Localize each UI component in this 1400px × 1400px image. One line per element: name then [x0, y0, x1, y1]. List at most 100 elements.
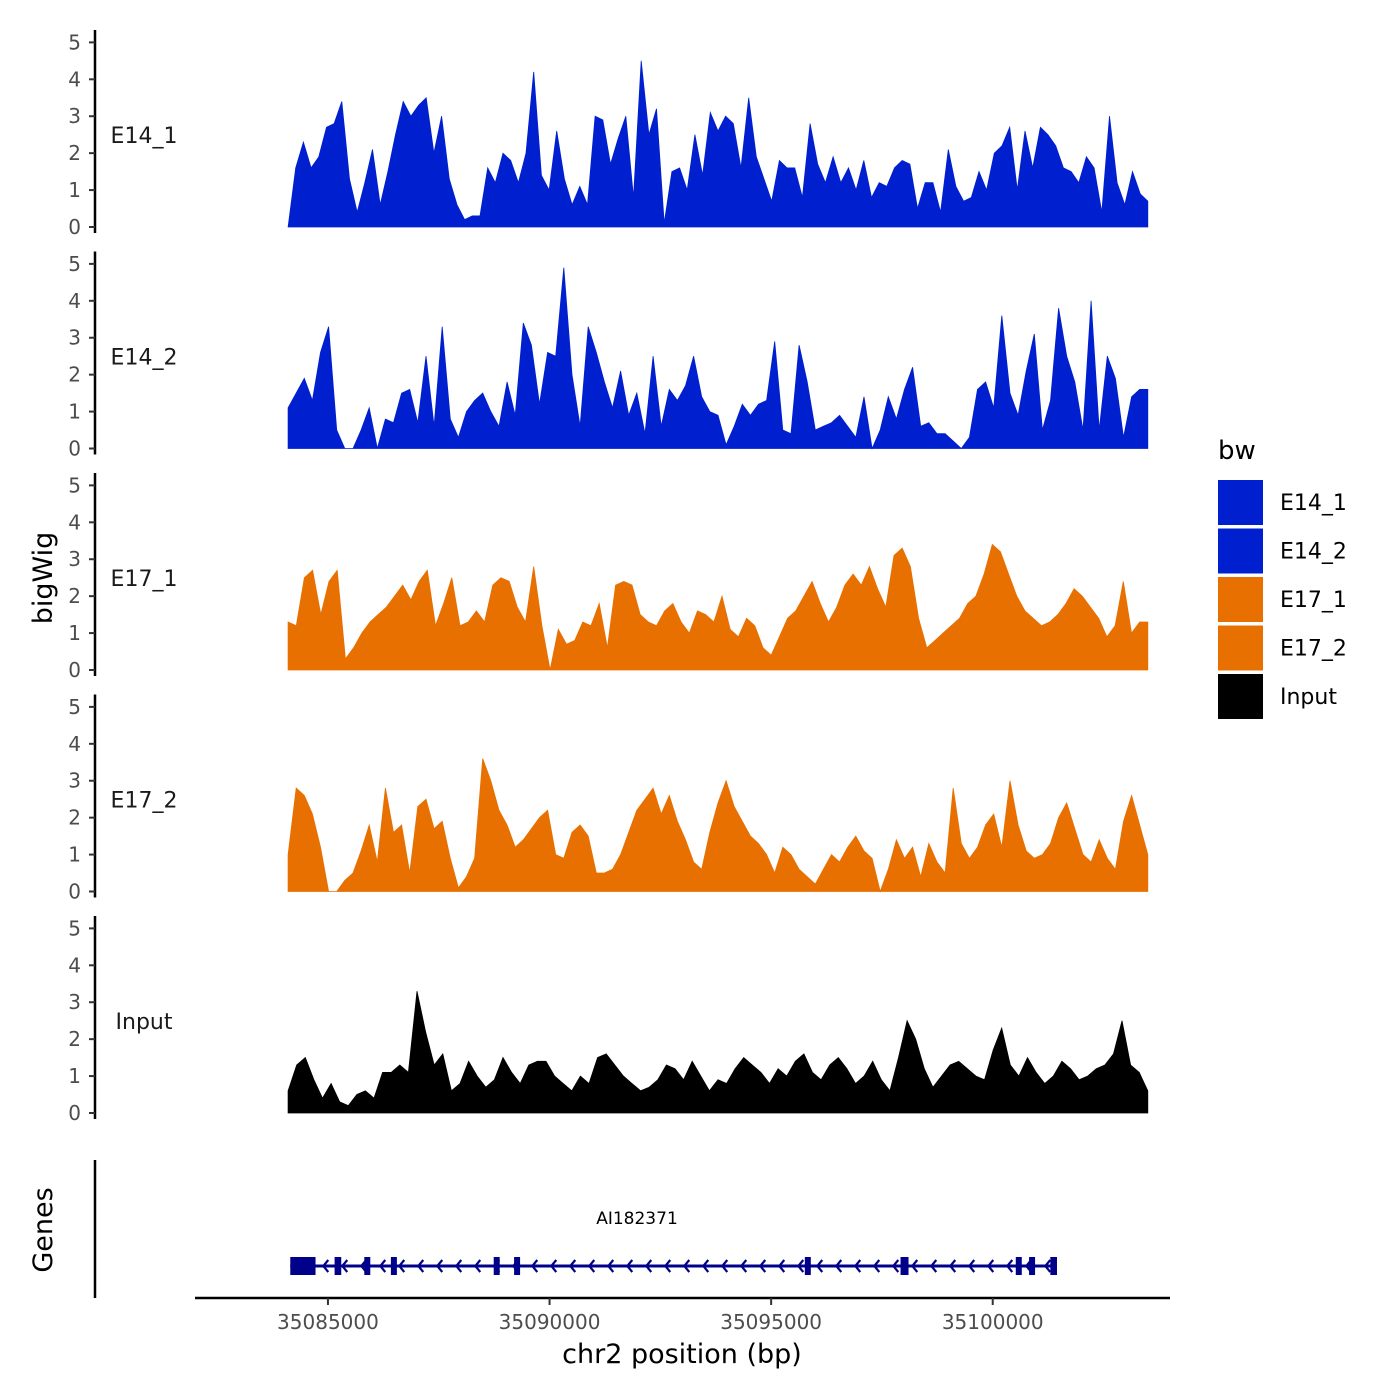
- gene-name: AI182371: [596, 1209, 678, 1229]
- y-tick-label: 5: [68, 916, 81, 940]
- strand-arrow: [549, 1259, 558, 1273]
- strand-arrow: [834, 1259, 843, 1273]
- strand-arrow: [321, 1259, 330, 1273]
- strand-arrow: [853, 1259, 862, 1273]
- exon: [900, 1257, 909, 1275]
- y-tick-label: 4: [68, 510, 81, 534]
- coverage-area: [287, 991, 1149, 1114]
- exon: [804, 1257, 811, 1275]
- strand-arrow: [568, 1259, 577, 1273]
- exon: [514, 1257, 521, 1275]
- y-tick-label: 3: [68, 326, 81, 350]
- y-tick-label: 0: [68, 1101, 81, 1125]
- strand-arrow: [701, 1259, 710, 1273]
- x-tick-label: 35085000: [277, 1310, 379, 1334]
- y-tick-label: 5: [68, 473, 81, 497]
- strand-arrow: [682, 1259, 691, 1273]
- track-label: E14_1: [111, 124, 178, 149]
- strand-arrow: [644, 1259, 653, 1273]
- y-tick-label: 4: [68, 953, 81, 977]
- y-tick-label: 3: [68, 990, 81, 1014]
- track-E14_2: 0 1 2 3 4 5 E14_2: [68, 251, 1149, 461]
- coverage-area: [287, 267, 1149, 450]
- track-label: Input: [116, 1010, 173, 1035]
- strand-arrow: [967, 1259, 976, 1273]
- track-E17_2: 0 1 2 3 4 5 E17_2: [68, 694, 1149, 904]
- legend-label: E14_2: [1280, 540, 1347, 565]
- strand-arrow: [1005, 1259, 1014, 1273]
- legend-swatch-E17_1: [1218, 577, 1263, 622]
- exon: [364, 1257, 371, 1275]
- strand-arrow: [815, 1259, 824, 1273]
- y-tick-label: 0: [68, 215, 81, 239]
- strand-arrow: [473, 1259, 482, 1273]
- strand-arrow: [625, 1259, 634, 1273]
- strand-arrow: [777, 1259, 786, 1273]
- strand-arrow: [739, 1259, 748, 1273]
- coverage-area: [287, 758, 1149, 893]
- track-Input: 0 1 2 3 4 5 Input: [68, 916, 1149, 1125]
- strand-arrow: [1043, 1259, 1052, 1273]
- strand-arrow: [663, 1259, 672, 1273]
- legend-swatch-Input: [1218, 674, 1263, 719]
- y-tick-label: 0: [68, 658, 81, 682]
- strand-arrow: [872, 1259, 881, 1273]
- legend-swatch-E14_1: [1218, 480, 1263, 525]
- y-tick-label: 3: [68, 104, 81, 128]
- y-tick-label: 4: [68, 732, 81, 756]
- strand-arrow: [378, 1259, 387, 1273]
- exon: [493, 1257, 500, 1275]
- y-tick-label: 1: [68, 621, 81, 645]
- track-E14_1: 0 1 2 3 4 5 E14_1: [68, 30, 1149, 239]
- gene-panel: AI182371 35085000 35090000 35095000 35100000: [93, 1160, 1170, 1334]
- strand-arrow: [530, 1259, 539, 1273]
- legend-swatch-E17_2: [1218, 625, 1263, 671]
- y-tick-label: 0: [68, 437, 81, 461]
- track-label: E14_2: [111, 346, 178, 371]
- exon: [290, 1257, 316, 1275]
- coverage-area: [287, 543, 1149, 671]
- legend-label: E17_2: [1280, 637, 1347, 662]
- legend-label: E14_1: [1280, 491, 1347, 516]
- y-tick-label: 2: [68, 141, 81, 165]
- x-axis-title: chr2 position (bp): [562, 1339, 802, 1370]
- y-tick-label: 0: [68, 880, 81, 904]
- legend-label: E17_1: [1280, 588, 1347, 613]
- exon: [334, 1257, 342, 1275]
- y-tick-label: 3: [68, 547, 81, 571]
- exon: [1029, 1257, 1036, 1275]
- strand-arrow: [435, 1259, 444, 1273]
- legend-title: bw: [1218, 436, 1256, 466]
- y-tick-label: 5: [68, 30, 81, 54]
- gene-panel-title: Genes: [28, 1187, 59, 1272]
- x-tick-label: 35090000: [499, 1310, 601, 1334]
- strand-arrow: [948, 1259, 957, 1273]
- legend: bw E14_1 E14_2 E17_1 E17_2 Input: [1218, 436, 1347, 719]
- strand-arrow: [929, 1259, 938, 1273]
- exon: [1015, 1257, 1022, 1275]
- strand-arrow: [891, 1259, 900, 1273]
- y-axis-title: bigWig: [28, 532, 59, 625]
- y-tick-label: 1: [68, 843, 81, 867]
- y-tick-label: 5: [68, 695, 81, 719]
- y-tick-label: 2: [68, 363, 81, 387]
- legend-label: Input: [1280, 685, 1337, 710]
- exon: [390, 1257, 397, 1275]
- y-tick-label: 4: [68, 67, 81, 91]
- strand-arrow: [416, 1259, 425, 1273]
- x-tick-label: 35100000: [942, 1310, 1044, 1334]
- strand-arrow: [606, 1259, 615, 1273]
- y-tick-label: 3: [68, 769, 81, 793]
- strand-arrow: [587, 1259, 596, 1273]
- track-E17_1: 0 1 2 3 4 5 E17_1: [68, 473, 1149, 682]
- coverage-area: [287, 60, 1149, 228]
- strand-arrow: [986, 1259, 995, 1273]
- legend-swatch-E14_2: [1218, 528, 1263, 574]
- track-label: E17_1: [111, 567, 178, 592]
- y-tick-label: 1: [68, 178, 81, 202]
- y-tick-label: 5: [68, 252, 81, 276]
- y-tick-label: 2: [68, 806, 81, 830]
- strand-arrow: [796, 1259, 805, 1273]
- exon: [1050, 1257, 1057, 1275]
